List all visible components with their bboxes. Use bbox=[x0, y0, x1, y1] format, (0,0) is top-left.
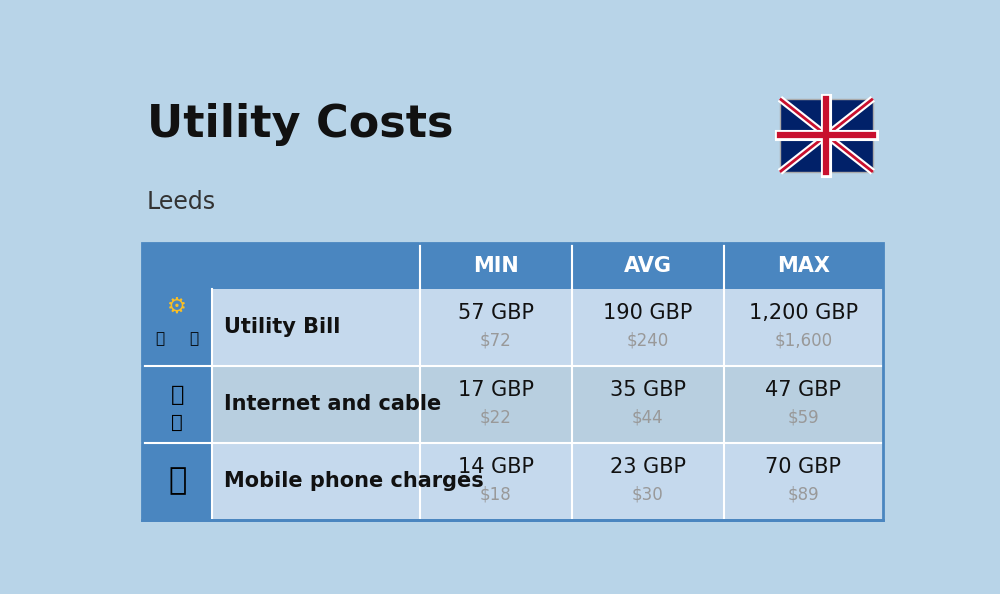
Text: Utility Costs: Utility Costs bbox=[147, 103, 453, 146]
Text: MAX: MAX bbox=[777, 255, 830, 276]
Text: AVG: AVG bbox=[624, 255, 672, 276]
Text: $72: $72 bbox=[480, 332, 512, 350]
Bar bbox=[142, 289, 883, 365]
Bar bbox=[142, 243, 883, 520]
Text: $59: $59 bbox=[787, 409, 819, 426]
Text: 35 GBP: 35 GBP bbox=[610, 380, 686, 400]
Text: ⚙: ⚙ bbox=[167, 296, 187, 317]
Text: 🔌: 🔌 bbox=[156, 331, 165, 346]
Text: 47 GBP: 47 GBP bbox=[765, 380, 841, 400]
Bar bbox=[142, 443, 212, 520]
Text: $89: $89 bbox=[787, 486, 819, 504]
Bar bbox=[142, 243, 212, 289]
Text: Utility Bill: Utility Bill bbox=[224, 317, 340, 337]
Text: 57 GBP: 57 GBP bbox=[458, 304, 534, 323]
Bar bbox=[142, 365, 883, 443]
Text: 14 GBP: 14 GBP bbox=[458, 457, 534, 478]
Text: $22: $22 bbox=[480, 409, 512, 426]
Text: 📱: 📱 bbox=[168, 466, 186, 495]
Bar bbox=[420, 243, 572, 289]
Bar bbox=[724, 243, 883, 289]
Bar bbox=[142, 289, 212, 365]
Text: 1,200 GBP: 1,200 GBP bbox=[749, 304, 858, 323]
Text: $1,600: $1,600 bbox=[774, 332, 832, 350]
Text: $240: $240 bbox=[627, 332, 669, 350]
Text: Mobile phone charges: Mobile phone charges bbox=[224, 471, 484, 491]
Text: $18: $18 bbox=[480, 486, 512, 504]
Text: 23 GBP: 23 GBP bbox=[610, 457, 686, 478]
Bar bbox=[572, 243, 724, 289]
Text: 190 GBP: 190 GBP bbox=[603, 304, 692, 323]
Text: MIN: MIN bbox=[473, 255, 519, 276]
Text: Leeds: Leeds bbox=[147, 190, 216, 214]
Bar bbox=[212, 243, 420, 289]
Text: 🚿: 🚿 bbox=[190, 331, 199, 346]
Text: $44: $44 bbox=[632, 409, 664, 426]
Text: 🖥: 🖥 bbox=[171, 413, 183, 432]
Bar bbox=[142, 443, 883, 520]
Bar bbox=[142, 365, 212, 443]
Text: 📶: 📶 bbox=[171, 385, 184, 405]
Text: $30: $30 bbox=[632, 486, 664, 504]
Text: 17 GBP: 17 GBP bbox=[458, 380, 534, 400]
Text: 70 GBP: 70 GBP bbox=[765, 457, 841, 478]
Bar bbox=[780, 99, 873, 172]
Text: Internet and cable: Internet and cable bbox=[224, 394, 441, 414]
